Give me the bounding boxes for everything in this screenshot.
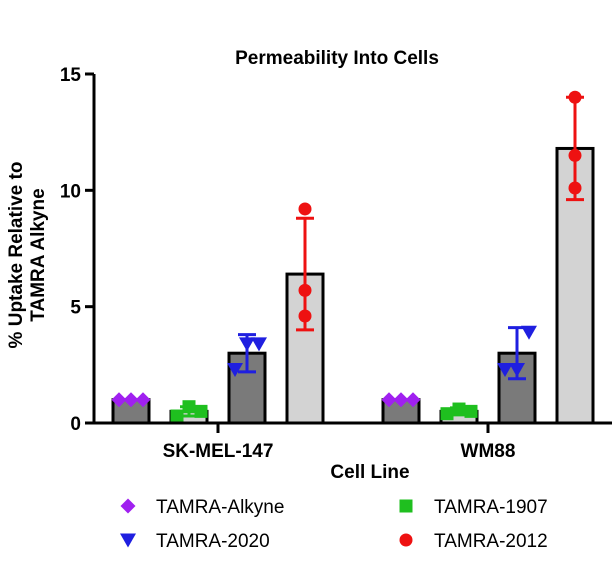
data-point-wm88-tamra-1907 xyxy=(452,402,466,416)
legend-marker-tamra-2012 xyxy=(399,533,413,547)
chart-title: Permeability Into Cells xyxy=(235,48,439,69)
legend-item-tamra-2020: TAMRA-2020 xyxy=(120,531,270,552)
data-point-wm88-tamra-2012 xyxy=(568,90,582,104)
data-point-wm88-tamra-alkyne xyxy=(381,392,397,408)
data-point-wm88-tamra-2020 xyxy=(497,362,513,377)
y-axis-label-line-2: TAMRA Alkyne xyxy=(28,188,49,321)
data-point-wm88-tamra-1907 xyxy=(440,407,454,421)
x-tick-label-wm88: WM88 xyxy=(461,441,516,462)
data-point-wm88-tamra-2020 xyxy=(521,325,537,340)
legend-marker-tamra-alkyne xyxy=(120,498,136,514)
legend-label: TAMRA-2020 xyxy=(156,531,270,552)
legend-item-tamra-alkyne: TAMRA-Alkyne xyxy=(120,497,284,518)
y-tick-label: 15 xyxy=(60,65,82,86)
y-tick-label: 0 xyxy=(70,414,81,435)
data-point-sk-mel-147-tamra-2020 xyxy=(251,337,267,352)
legend: TAMRA-Alkyne TAMRA-1907 TAMRA-2020 TAMRA-20… xyxy=(120,497,548,552)
data-point-sk-mel-147-tamra-2012 xyxy=(298,283,312,297)
data-point-wm88-tamra-2012 xyxy=(568,181,582,195)
y-tick-label: 10 xyxy=(60,181,81,202)
y-axis-label: % Uptake Relative to TAMRA Alkyne xyxy=(6,162,49,349)
legend-marker-tamra-1907 xyxy=(399,499,413,513)
x-tick-label-sk-mel-147: SK-MEL-147 xyxy=(163,441,274,462)
y-axis-label-line-1: % Uptake Relative to xyxy=(6,162,27,349)
legend-item-tamra-1907: TAMRA-1907 xyxy=(399,497,548,518)
plot-area xyxy=(111,90,595,425)
data-point-wm88-tamra-alkyne xyxy=(405,392,421,408)
axes: 0 5 10 15 SK-MEL-147 WM88 xyxy=(60,65,612,462)
y-tick-label: 5 xyxy=(70,298,81,319)
legend-item-tamra-2012: TAMRA-2012 xyxy=(399,531,548,552)
legend-label: TAMRA-Alkyne xyxy=(156,497,284,518)
data-point-wm88-tamra-1907 xyxy=(464,404,478,418)
legend-label: TAMRA-2012 xyxy=(434,531,548,552)
legend-marker-tamra-2020 xyxy=(120,533,136,548)
data-point-sk-mel-147-tamra-alkyne xyxy=(111,392,127,408)
data-point-sk-mel-147-tamra-2012 xyxy=(298,309,312,323)
data-point-sk-mel-147-tamra-alkyne xyxy=(123,392,139,408)
data-point-sk-mel-147-tamra-1907 xyxy=(170,409,184,423)
data-point-sk-mel-147-tamra-alkyne xyxy=(135,392,151,408)
data-point-sk-mel-147-tamra-1907 xyxy=(194,404,208,418)
data-point-sk-mel-147-tamra-1907 xyxy=(182,400,196,414)
data-point-wm88-tamra-2020 xyxy=(509,362,525,377)
data-point-sk-mel-147-tamra-2020 xyxy=(227,362,243,377)
data-point-sk-mel-147-tamra-2020 xyxy=(239,337,255,352)
data-point-sk-mel-147-tamra-2012 xyxy=(298,202,312,216)
data-point-wm88-tamra-alkyne xyxy=(393,392,409,408)
data-point-wm88-tamra-2012 xyxy=(568,148,582,162)
legend-label: TAMRA-1907 xyxy=(434,497,548,518)
x-axis-label: Cell Line xyxy=(330,462,409,483)
